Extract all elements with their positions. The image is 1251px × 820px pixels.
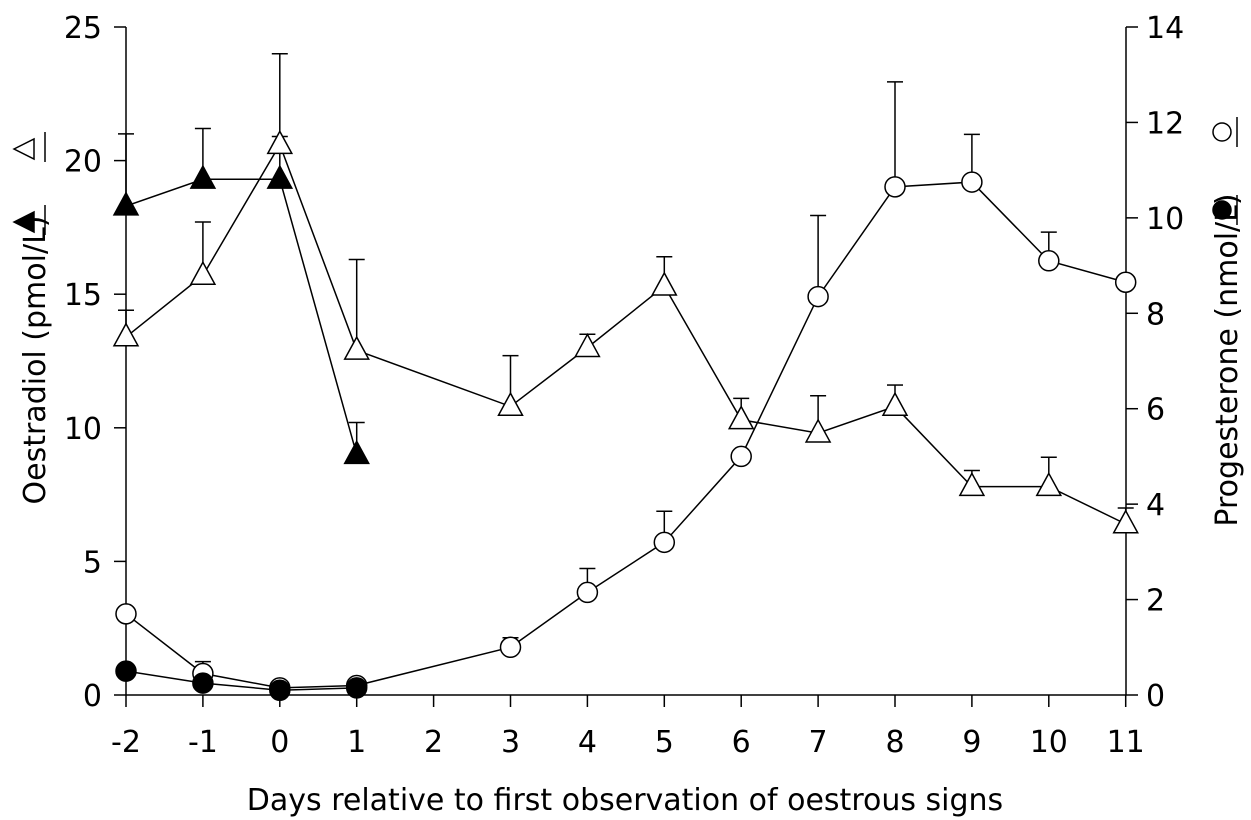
x-tick-label: 3 — [501, 725, 520, 760]
marker-oestradiol_open — [958, 471, 986, 497]
marker-oestradiol_open — [727, 405, 755, 430]
marker-oestradiol_open — [112, 322, 140, 347]
marker-progesterone_open — [1038, 250, 1060, 272]
series-line-oestradiol_filled — [125, 178, 358, 455]
y-left-tick-label: 25 — [64, 11, 102, 46]
x-tick-label: 1 — [347, 725, 366, 760]
x-tick-label: 10 — [1030, 725, 1068, 760]
x-tick-label: 4 — [578, 725, 597, 760]
legend-marker-oestradiol-filled — [12, 210, 35, 234]
marker-progesterone_open — [884, 176, 906, 198]
legend-symbols — [12, 117, 1238, 235]
marker-progesterone_filled — [345, 677, 368, 699]
marker-oestradiol_filled — [343, 439, 370, 465]
y-right-tick-label: 14 — [1146, 11, 1184, 46]
y-left-tick-label: 15 — [64, 278, 102, 313]
x-tick-label: 5 — [655, 725, 674, 760]
x-tick-label: -2 — [111, 725, 141, 760]
marker-oestradiol_filled — [189, 164, 217, 189]
marker-progesterone_filled — [192, 672, 214, 694]
marker-progesterone_open — [653, 531, 676, 554]
marker-oestradiol_filled — [266, 164, 294, 189]
marker-oestradiol_open — [881, 391, 909, 416]
marker-progesterone_filled — [115, 660, 137, 682]
marker-oestradiol_open — [651, 271, 678, 296]
x-tick-label: 6 — [732, 725, 751, 760]
marker-progesterone_open — [576, 581, 599, 604]
x-tick-label: 8 — [885, 725, 904, 760]
x-tick-label: 2 — [424, 725, 443, 760]
marker-progesterone_open — [115, 603, 137, 625]
marker-progesterone_open — [961, 171, 983, 193]
legend-marker-oestradiol-open — [12, 137, 35, 161]
y-right-tick-label: 10 — [1146, 202, 1184, 237]
marker-progesterone_filled — [269, 679, 291, 701]
series-markers — [112, 129, 1139, 701]
marker-oestradiol_filled — [112, 191, 140, 216]
y-left-tick-label: 10 — [64, 412, 102, 447]
marker-oestradiol_open — [1035, 471, 1063, 497]
y-left-tick-label: 0 — [83, 679, 102, 714]
series-line-progesterone_filled — [125, 670, 357, 691]
marker-oestradiol_open — [343, 335, 370, 360]
y-right-tick-label: 2 — [1146, 584, 1165, 619]
y-left-tick-label: 5 — [83, 545, 102, 580]
x-tick-label: -1 — [188, 725, 218, 760]
marker-oestradiol_open — [1112, 509, 1139, 534]
series-line-oestradiol_open — [125, 142, 1127, 525]
error-bars — [118, 52, 1134, 674]
y-right-tick-label: 6 — [1146, 393, 1165, 428]
marker-progesterone_open — [730, 445, 752, 468]
marker-oestradiol_open — [497, 391, 524, 416]
marker-progesterone_open — [807, 285, 829, 308]
y-right-tick-label: 4 — [1146, 488, 1165, 523]
legend-marker-progesterone-open — [1212, 122, 1232, 142]
marker-progesterone_open — [499, 636, 522, 659]
y-right-tick-label: 8 — [1146, 297, 1165, 332]
x-tick-label: 7 — [809, 725, 828, 760]
marker-oestradiol_open — [266, 129, 294, 155]
marker-oestradiol_open — [189, 260, 217, 286]
x-tick-label: 9 — [962, 725, 981, 760]
y-right-tick-label: 12 — [1146, 106, 1184, 141]
series-lines — [125, 142, 1127, 691]
y-axis-left-title: Oestradiol (pmol/L) — [18, 216, 53, 505]
y-left-tick-label: 20 — [64, 145, 102, 180]
y-right-tick-label: 0 — [1146, 679, 1165, 714]
series-line-progesterone_open — [125, 181, 1126, 689]
y-axis-right-title: Progesterone (nmol/L) — [1210, 193, 1245, 526]
legend-marker-progesterone-filled — [1212, 200, 1232, 220]
marker-oestradiol_open — [804, 418, 832, 443]
x-axis-title: Days relative to first observation of oe… — [247, 783, 1003, 818]
x-tick-label: 11 — [1107, 725, 1145, 760]
marker-oestradiol_open — [574, 332, 601, 358]
marker-progesterone_open — [1114, 271, 1137, 294]
x-tick-label: 0 — [270, 725, 289, 760]
